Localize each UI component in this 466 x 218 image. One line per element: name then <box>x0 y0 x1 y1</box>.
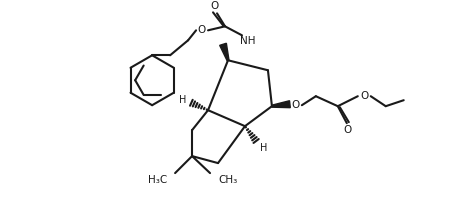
Text: NH: NH <box>240 36 256 46</box>
Text: O: O <box>197 25 205 35</box>
Text: O: O <box>292 100 300 110</box>
Text: O: O <box>343 125 352 135</box>
Text: H₃C: H₃C <box>148 175 167 185</box>
Text: H: H <box>260 143 267 153</box>
Text: O: O <box>210 1 218 11</box>
Text: CH₃: CH₃ <box>218 175 237 185</box>
Text: H: H <box>179 95 187 105</box>
Text: O: O <box>361 91 369 101</box>
Polygon shape <box>219 43 229 61</box>
Polygon shape <box>272 101 290 108</box>
